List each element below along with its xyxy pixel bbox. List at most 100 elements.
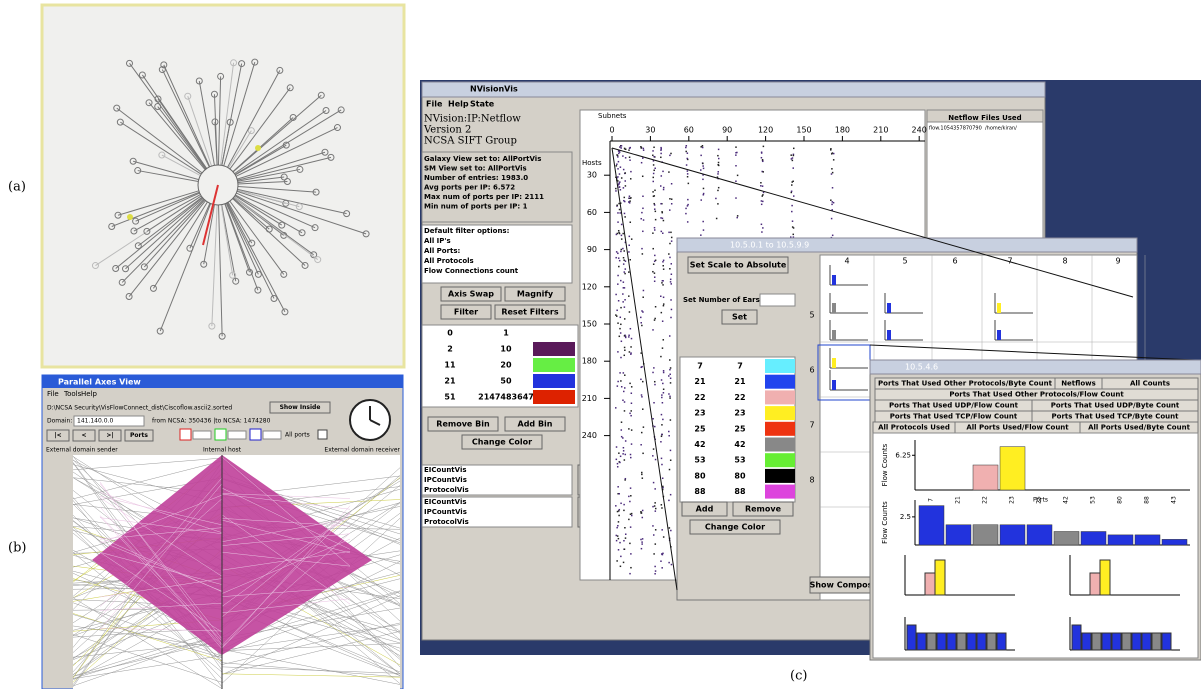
- color-swatch[interactable]: [765, 469, 795, 483]
- x-tick-label: 210: [873, 126, 888, 135]
- color-swatch[interactable]: [765, 359, 795, 373]
- dot: [624, 548, 626, 550]
- tab-label[interactable]: Ports That Used UDP/Flow Count: [889, 402, 1019, 410]
- bar: [1081, 532, 1106, 546]
- menu-item[interactable]: State: [470, 100, 495, 109]
- button-label[interactable]: Remove: [745, 505, 782, 514]
- tab-label[interactable]: Ports That Used Other Protocols/Byte Cou…: [878, 380, 1053, 388]
- dot: [830, 148, 832, 150]
- dot: [668, 562, 670, 564]
- dot: [620, 189, 622, 191]
- input[interactable]: [193, 431, 211, 439]
- list-item[interactable]: IPCountVis: [424, 508, 467, 516]
- color-swatch[interactable]: [765, 485, 795, 499]
- tab-label[interactable]: All Protocols Used: [878, 424, 950, 432]
- menu-item[interactable]: Help: [81, 390, 98, 398]
- button-label[interactable]: Ports: [130, 432, 148, 439]
- dot: [669, 243, 671, 245]
- dot: [615, 257, 617, 259]
- color-swatch[interactable]: [765, 438, 795, 452]
- dot: [615, 190, 617, 192]
- menu-item[interactable]: File: [426, 100, 443, 109]
- dot: [703, 194, 705, 196]
- color-swatch[interactable]: [765, 422, 795, 436]
- dot: [717, 190, 719, 192]
- dot: [620, 307, 622, 309]
- button-label[interactable]: Add: [696, 505, 714, 514]
- list-item[interactable]: EICountVis: [424, 466, 467, 474]
- button-label[interactable]: Show Inside: [280, 404, 321, 411]
- checkbox[interactable]: [318, 430, 327, 439]
- tab-label[interactable]: Netflows: [1061, 380, 1096, 388]
- tab-label[interactable]: All Ports Used/Flow Count: [966, 424, 1069, 432]
- button-label[interactable]: Change Color: [705, 523, 765, 532]
- dot: [624, 374, 626, 376]
- color-swatch[interactable]: [765, 406, 795, 420]
- dot: [624, 401, 626, 403]
- input[interactable]: [760, 294, 795, 306]
- button-label[interactable]: <: [81, 432, 86, 439]
- button-label[interactable]: Axis Swap: [448, 290, 494, 299]
- dot: [618, 266, 620, 268]
- button-label[interactable]: Reset Filters: [501, 308, 559, 317]
- dot: [654, 384, 656, 386]
- dot: [618, 549, 620, 551]
- color-swatch[interactable]: [765, 453, 795, 467]
- menu-item[interactable]: File: [47, 390, 59, 398]
- button-label[interactable]: Set: [732, 313, 747, 322]
- button-label[interactable]: Add Bin: [518, 420, 553, 429]
- button-label[interactable]: Magnify: [517, 290, 554, 299]
- tab-label[interactable]: Ports That Used TCP/Byte Count: [1052, 413, 1180, 421]
- mini-bar: [832, 330, 836, 340]
- tab-label[interactable]: Ports That Used Other Protocols/Flow Cou…: [949, 391, 1124, 399]
- dot: [737, 175, 739, 177]
- color-swatch[interactable]: [765, 390, 795, 404]
- label: All ports: [285, 432, 310, 439]
- color-swatch[interactable]: [533, 374, 575, 388]
- list-item[interactable]: IPCountVis: [424, 476, 467, 484]
- list-item[interactable]: EICountVis: [424, 498, 467, 506]
- label: from NCSA: 350436 |to NCSA: 1474280: [152, 418, 271, 425]
- dot: [655, 570, 657, 572]
- tab-label[interactable]: Ports That Used UDP/Byte Count: [1051, 402, 1180, 410]
- dot: [631, 513, 633, 515]
- dot: [662, 402, 664, 404]
- button-label[interactable]: Filter: [454, 308, 478, 317]
- dot: [652, 372, 654, 374]
- list-item[interactable]: ProtocolVis: [424, 518, 469, 526]
- color-swatch[interactable]: [533, 326, 575, 340]
- menu-item[interactable]: Help: [448, 100, 469, 109]
- color-swatch[interactable]: [533, 358, 575, 372]
- list-item[interactable]: ProtocolVis: [424, 486, 469, 494]
- mini-bar: [907, 625, 916, 650]
- color-swatch[interactable]: [533, 390, 575, 404]
- input[interactable]: [263, 431, 281, 439]
- color-swatch[interactable]: [765, 375, 795, 389]
- button-label[interactable]: Remove Bin: [436, 420, 490, 429]
- label[interactable]: 141.140.0.0: [77, 418, 113, 425]
- dot: [622, 453, 624, 455]
- label: 0: [447, 329, 453, 338]
- dot: [654, 502, 656, 504]
- dot: [654, 168, 656, 170]
- button-label[interactable]: Change Color: [472, 438, 532, 447]
- menu-item[interactable]: Tools: [63, 390, 82, 398]
- dot: [718, 165, 720, 167]
- dot: [640, 539, 642, 541]
- dot: [641, 474, 643, 476]
- dot: [623, 250, 625, 252]
- button-label[interactable]: Set Scale to Absolute: [690, 261, 787, 270]
- mini-bar: [947, 633, 956, 650]
- color-swatch[interactable]: [533, 342, 575, 356]
- input[interactable]: [228, 431, 246, 439]
- tab-label[interactable]: Ports That Used TCP/Flow Count: [890, 413, 1018, 421]
- dot: [654, 319, 656, 321]
- tab-label[interactable]: All Ports Used/Byte Count: [1088, 424, 1191, 432]
- dot: [643, 426, 645, 428]
- label: 80: [1117, 496, 1124, 504]
- button-label[interactable]: |<: [54, 432, 61, 439]
- dot: [661, 507, 663, 509]
- button-label[interactable]: >|: [106, 432, 113, 439]
- button-label[interactable]: Show Compos: [810, 581, 873, 590]
- tab-label[interactable]: All Counts: [1130, 380, 1170, 388]
